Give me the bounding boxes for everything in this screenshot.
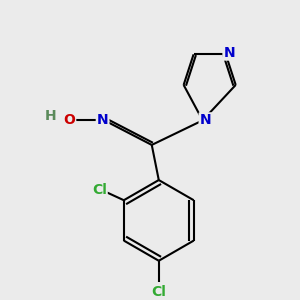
Text: Cl: Cl [92,183,107,197]
Text: H: H [45,109,57,123]
Text: N: N [224,46,235,60]
Text: O: O [63,113,75,128]
Text: N: N [97,113,108,128]
Text: Cl: Cl [151,285,166,299]
Text: N: N [200,113,211,128]
